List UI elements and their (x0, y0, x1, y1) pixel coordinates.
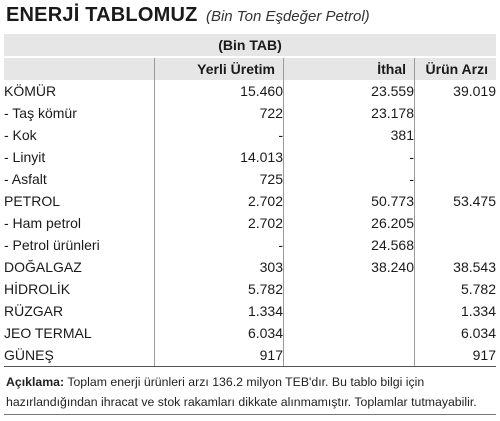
row-label: JEO TERMAL (4, 322, 155, 344)
cell-yerli-uretim: 6.034 (154, 322, 284, 344)
table-row: HİDROLİK 5.782 5.782 (4, 278, 496, 300)
bottom-divider (4, 414, 496, 415)
cell-urun-arzi (415, 212, 497, 234)
title-row: ENERJİ TABLOMUZ (Bin Ton Eşdeğer Petrol) (6, 4, 370, 32)
table-row: DOĞALGAZ 303 38.240 38.543 (4, 256, 496, 278)
column-header-yerli-uretim: Yerli Üretim (154, 56, 284, 80)
table-row: - Kok -381 (4, 124, 496, 146)
column-header-row: Yerli Üretim İthal Ürün Arzı (4, 56, 496, 80)
column-header-label (4, 56, 155, 80)
column-header-ithal: İthal (283, 56, 415, 80)
cell-yerli-uretim: 1.334 (154, 300, 284, 322)
table-row: - Asfalt 725- (4, 168, 496, 190)
cell-ithal: 23.178 (283, 102, 415, 124)
row-label: - Linyit (4, 146, 155, 168)
row-label: - Asfalt (4, 168, 155, 190)
cell-urun-arzi: 39.019 (453, 83, 496, 99)
cell-yerli-uretim: 303 (154, 256, 284, 278)
cell-urun-arzi (415, 146, 497, 168)
table-row: - Ham petrol 2.702 26.205 (4, 212, 496, 234)
table-row: RÜZGAR 1.334 1.334 (4, 300, 496, 322)
energy-table: (Bin TAB) Yerli Üretim İthal Ürün Arzı K… (4, 34, 496, 367)
cell-urun-arzi (415, 168, 497, 190)
cell-urun-arzi: 1.334 (460, 303, 496, 319)
cell-ithal (283, 278, 415, 300)
cell-urun-arzi: 917 (414, 344, 496, 367)
unit-label: (Bin TAB) (4, 34, 496, 57)
cell-urun-arzi (415, 234, 497, 256)
cell-ithal: - (283, 168, 415, 190)
table-row: KÖMÜR 15.460 23.559 39.019 (4, 80, 496, 102)
explanation-note: Açıklama: Toplam enerji ürünleri arzı 13… (6, 372, 494, 412)
cell-yerli-uretim: 15.460 (154, 80, 284, 102)
cell-yerli-uretim: 917 (154, 344, 284, 367)
cell-urun-arzi: 38.543 (453, 259, 496, 275)
cell-yerli-uretim: - (154, 234, 284, 256)
row-label: - Taş kömür (4, 102, 155, 124)
table-row: JEO TERMAL 6.034 6.034 (4, 322, 496, 344)
row-label: GÜNEŞ (4, 344, 155, 367)
cell-yerli-uretim: 14.013 (154, 146, 284, 168)
cell-ithal: 23.559 (283, 80, 415, 102)
cell-ithal: 381 (283, 124, 415, 146)
row-label: - Ham petrol (4, 212, 155, 234)
cell-urun-arzi: 5.782 (460, 281, 496, 297)
unit-header-row: (Bin TAB) (4, 34, 496, 57)
table-subtitle: (Bin Ton Eşdeğer Petrol) (205, 8, 370, 25)
cell-ithal (283, 322, 415, 344)
column-header-urun-arzi: Ürün Arzı (414, 56, 496, 80)
cell-urun-arzi (415, 102, 497, 124)
row-label: DOĞALGAZ (4, 256, 155, 278)
cell-yerli-uretim: 725 (154, 168, 284, 190)
table-body: KÖMÜR 15.460 23.559 39.019 - Taş kömür 722 23.… (4, 80, 496, 367)
cell-urun-arzi: 6.034 (460, 325, 496, 341)
cell-ithal: 24.568 (283, 234, 415, 256)
row-label: RÜZGAR (4, 300, 155, 322)
table-row: PETROL 2.702 50.773 53.475 (4, 190, 496, 212)
cell-ithal: - (283, 146, 415, 168)
table-title: ENERJİ TABLOMUZ (6, 4, 198, 26)
row-label: HİDROLİK (4, 278, 155, 300)
cell-ithal (283, 344, 415, 367)
note-label: Açıklama: (6, 375, 65, 389)
table-row: GÜNEŞ 917 917 (4, 344, 496, 367)
table-row: - Linyit 14.013- (4, 146, 496, 168)
cell-urun-arzi (415, 124, 497, 146)
row-label: KÖMÜR (4, 80, 155, 102)
cell-yerli-uretim: 722 (154, 102, 284, 124)
cell-yerli-uretim: 2.702 (154, 190, 284, 212)
row-label: - Petrol ürünleri (4, 234, 155, 256)
cell-ithal: 26.205 (283, 212, 415, 234)
row-label: - Kok (4, 124, 155, 146)
table-row: - Petrol ürünleri -24.568 (4, 234, 496, 256)
cell-ithal: 50.773 (283, 190, 415, 212)
cell-yerli-uretim: 5.782 (154, 278, 284, 300)
cell-yerli-uretim: - (154, 124, 284, 146)
row-label: PETROL (4, 190, 155, 212)
note-text: Toplam enerji ürünleri arzı 136.2 milyon… (6, 375, 477, 409)
cell-yerli-uretim: 2.702 (154, 212, 284, 234)
cell-ithal: 38.240 (283, 256, 415, 278)
table-row: - Taş kömür 722 23.178 (4, 102, 496, 124)
cell-ithal (283, 300, 415, 322)
cell-urun-arzi: 53.475 (453, 193, 496, 209)
